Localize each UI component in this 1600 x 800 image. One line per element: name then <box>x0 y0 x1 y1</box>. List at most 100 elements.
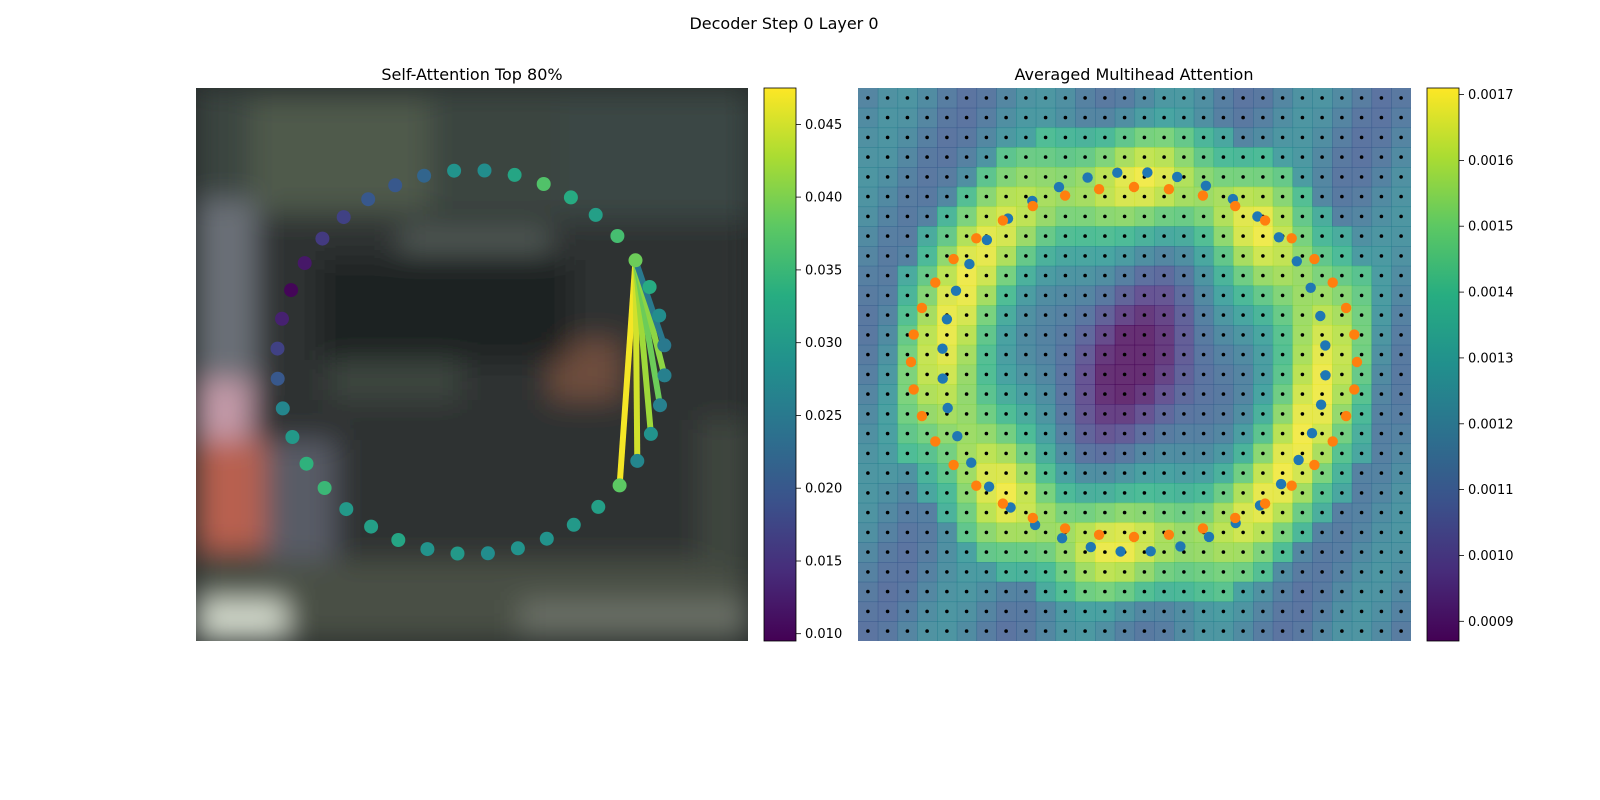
reference-dot <box>1320 96 1324 100</box>
reference-dot <box>1142 313 1147 317</box>
reference-dot <box>1221 412 1226 416</box>
reference-dot <box>885 352 890 357</box>
reference-dot <box>1024 313 1028 317</box>
reference-dot <box>1320 510 1324 515</box>
reference-dot <box>1320 550 1324 554</box>
reference-dot <box>1379 254 1384 258</box>
reference-dot <box>1300 254 1305 258</box>
overlay-point <box>1327 277 1338 288</box>
reference-dot <box>984 115 989 120</box>
reference-dot <box>1083 451 1087 456</box>
reference-dot <box>1083 352 1087 357</box>
reference-dot <box>905 550 910 554</box>
reference-dot <box>1182 194 1186 199</box>
reference-dot <box>1004 629 1008 633</box>
overlay-point <box>1115 546 1126 557</box>
reference-dot <box>1201 570 1206 574</box>
reference-dot <box>1320 629 1324 633</box>
reference-dot <box>1162 135 1166 140</box>
reference-dot <box>1103 96 1107 100</box>
query-point-11 <box>563 190 578 205</box>
reference-dot <box>1063 254 1068 258</box>
reference-dot <box>1221 530 1226 535</box>
query-point-3 <box>653 398 667 413</box>
reference-dot <box>1083 609 1087 614</box>
reference-dot <box>1379 629 1384 633</box>
reference-dot <box>1122 234 1127 238</box>
reference-dot <box>1280 451 1285 456</box>
reference-dot <box>885 471 890 475</box>
reference-dot <box>1063 570 1068 574</box>
reference-dot <box>1241 451 1245 456</box>
reference-dot <box>1063 412 1068 416</box>
reference-dot <box>1182 431 1186 436</box>
reference-dot <box>1083 293 1087 298</box>
reference-dot <box>1300 392 1305 396</box>
reference-dot <box>1399 333 1403 337</box>
reference-dot <box>1300 491 1305 495</box>
reference-dot <box>984 451 989 456</box>
reference-dot <box>1399 550 1403 554</box>
reference-dot <box>905 530 910 535</box>
reference-dot <box>1083 273 1087 278</box>
reference-dot <box>1379 194 1384 199</box>
reference-dot <box>984 629 989 633</box>
reference-dot <box>885 115 890 120</box>
query-point-1 <box>630 453 645 468</box>
reference-dot <box>1280 550 1285 554</box>
reference-dot <box>1399 451 1403 456</box>
reference-dot <box>1359 194 1364 199</box>
reference-dot <box>866 372 870 377</box>
query-point-8 <box>628 253 643 268</box>
reference-dot <box>964 273 969 278</box>
reference-dot <box>905 352 910 357</box>
reference-dot <box>866 491 870 495</box>
reference-dot <box>1024 451 1028 456</box>
reference-dot <box>925 313 929 317</box>
reference-dot <box>1379 392 1384 396</box>
overlay-point <box>952 431 963 442</box>
reference-dot <box>1103 175 1107 179</box>
reference-dot <box>885 629 890 633</box>
colorbar-tick-label: 0.045 <box>805 118 842 133</box>
reference-dot <box>1320 175 1324 179</box>
reference-dot <box>1142 510 1147 515</box>
reference-dot <box>1300 234 1305 238</box>
reference-dot <box>1300 629 1305 633</box>
reference-dot <box>1182 155 1186 159</box>
reference-dot <box>925 194 929 199</box>
reference-dot <box>1379 491 1384 495</box>
query-point-29 <box>317 481 332 495</box>
reference-dot <box>885 431 890 436</box>
overlay-point <box>930 436 941 447</box>
reference-dot <box>925 609 929 614</box>
overlay-point <box>1286 233 1297 244</box>
reference-dot <box>1320 234 1324 238</box>
overlay-point <box>1340 410 1352 422</box>
reference-dot <box>964 214 969 219</box>
reference-dot <box>885 293 890 298</box>
reference-dot <box>1340 392 1344 396</box>
reference-dot <box>1162 609 1166 614</box>
query-point-38 <box>566 517 581 532</box>
reference-dot <box>1043 175 1048 179</box>
query-point-39 <box>591 499 606 514</box>
reference-dot <box>1379 352 1384 357</box>
reference-dot <box>1043 431 1048 436</box>
reference-dot <box>1043 352 1048 357</box>
reference-dot <box>885 609 890 614</box>
reference-dot <box>1241 96 1245 100</box>
reference-dot <box>1340 530 1344 535</box>
reference-dot <box>964 589 969 594</box>
reference-dot <box>866 412 870 416</box>
reference-dot <box>1379 510 1384 515</box>
reference-dot <box>1201 589 1206 594</box>
reference-dot <box>1004 491 1008 495</box>
reference-dot <box>1162 96 1166 100</box>
overlay-point <box>1320 340 1331 351</box>
reference-dot <box>1379 115 1384 120</box>
reference-dot <box>964 372 969 377</box>
colorbar-tick-label: 0.0009 <box>1468 615 1514 630</box>
reference-dot <box>1379 333 1384 337</box>
